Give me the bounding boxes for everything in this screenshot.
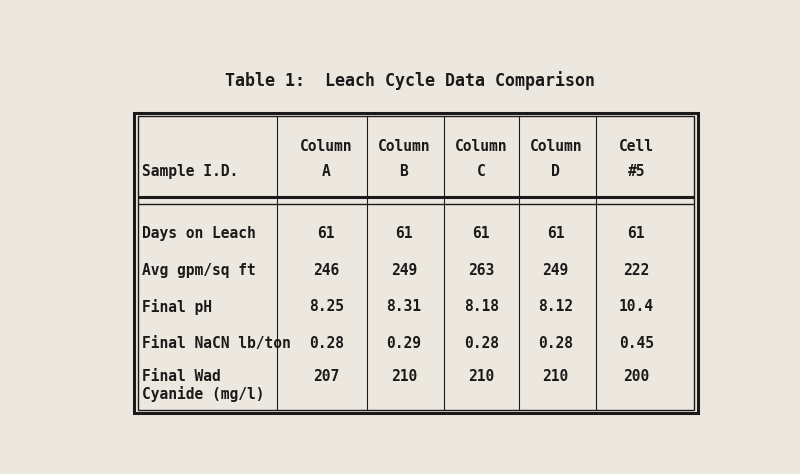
Text: Column: Column: [300, 139, 353, 154]
Text: 200: 200: [623, 369, 650, 384]
Text: 222: 222: [623, 263, 650, 278]
Text: Cyanide (mg/l): Cyanide (mg/l): [142, 386, 264, 402]
Bar: [134, 113, 698, 413]
Text: 10.4: 10.4: [619, 300, 654, 314]
Text: Final pH: Final pH: [142, 299, 211, 315]
Text: A: A: [322, 164, 330, 179]
Text: 0.28: 0.28: [538, 336, 573, 351]
Text: Final NaCN lb/ton: Final NaCN lb/ton: [142, 336, 290, 351]
Text: 0.28: 0.28: [309, 336, 344, 351]
Text: Column: Column: [530, 139, 582, 154]
Text: D: D: [551, 164, 560, 179]
Text: Column: Column: [378, 139, 430, 154]
Text: Days on Leach: Days on Leach: [142, 227, 255, 241]
Text: 8.25: 8.25: [309, 300, 344, 314]
Text: 8.12: 8.12: [538, 300, 573, 314]
Text: 207: 207: [313, 369, 339, 384]
Text: 210: 210: [468, 369, 494, 384]
Text: Final Wad: Final Wad: [142, 369, 220, 384]
Text: 210: 210: [390, 369, 417, 384]
Text: B: B: [399, 164, 408, 179]
Text: Table 1:  Leach Cycle Data Comparison: Table 1: Leach Cycle Data Comparison: [225, 71, 595, 90]
Text: Avg gpm/sq ft: Avg gpm/sq ft: [142, 263, 255, 278]
Text: 61: 61: [547, 227, 565, 241]
Text: 249: 249: [542, 263, 569, 278]
Text: Sample I.D.: Sample I.D.: [142, 164, 238, 179]
Text: 0.45: 0.45: [619, 336, 654, 351]
Text: 61: 61: [318, 227, 335, 241]
Text: Column: Column: [455, 139, 507, 154]
Text: 8.31: 8.31: [386, 300, 422, 314]
Text: 61: 61: [627, 227, 645, 241]
Text: #5: #5: [627, 164, 645, 179]
Text: 210: 210: [542, 369, 569, 384]
Text: Cell: Cell: [619, 139, 654, 154]
Bar: [138, 116, 694, 410]
Text: 61: 61: [473, 227, 490, 241]
Text: 0.29: 0.29: [386, 336, 422, 351]
Text: 0.28: 0.28: [464, 336, 499, 351]
Text: 246: 246: [313, 263, 339, 278]
Text: 263: 263: [468, 263, 494, 278]
Text: 249: 249: [390, 263, 417, 278]
Text: C: C: [477, 164, 486, 179]
Text: 61: 61: [395, 227, 413, 241]
Text: 8.18: 8.18: [464, 300, 499, 314]
